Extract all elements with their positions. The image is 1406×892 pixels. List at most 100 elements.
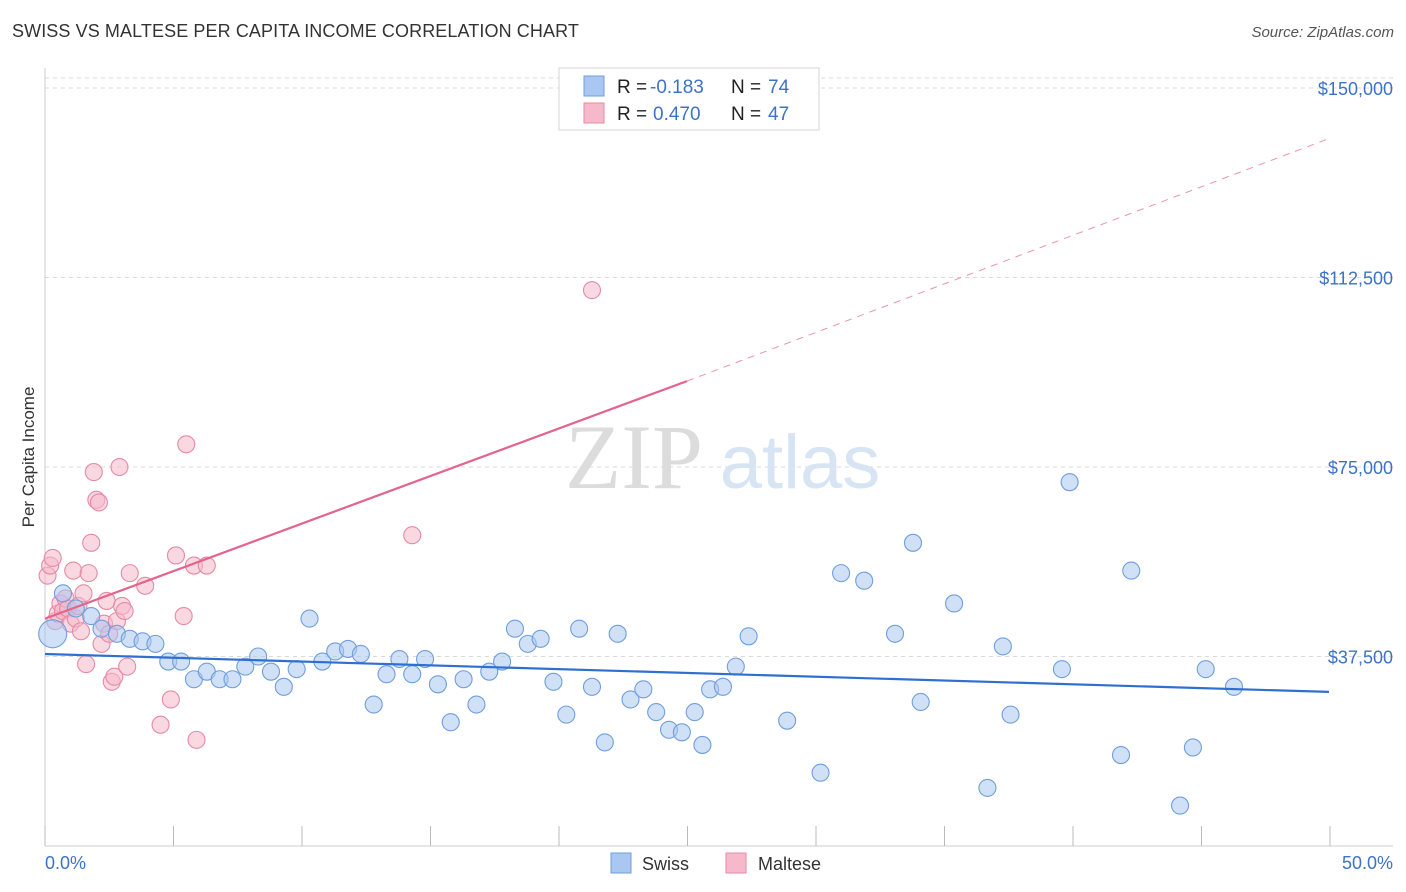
legend-n-label-maltese: N = xyxy=(731,104,761,125)
swiss-point-19 xyxy=(287,660,306,679)
gridlines xyxy=(45,77,1393,658)
maltese-point-20 xyxy=(89,493,108,512)
maltese-point-16 xyxy=(79,564,98,583)
swiss-point-69 xyxy=(1111,745,1131,765)
swiss-point-42 xyxy=(582,677,602,696)
swiss-point-57 xyxy=(811,763,830,782)
swiss-point-0 xyxy=(38,619,68,649)
maltese-point-32 xyxy=(120,564,139,583)
swiss-point-20 xyxy=(300,609,319,628)
swiss-point-56 xyxy=(778,711,797,730)
swiss-point-14 xyxy=(223,670,242,689)
swiss-point-35 xyxy=(493,652,512,671)
legend-bottom-swatch-swiss xyxy=(610,852,632,874)
maltese-point-40 xyxy=(187,730,206,749)
maltese-point-13 xyxy=(71,622,91,641)
swiss-point-54 xyxy=(726,657,745,676)
y-axis-title: Per Capita Income xyxy=(19,387,38,528)
swiss-point-71 xyxy=(1171,796,1190,815)
maltese-point-28 xyxy=(110,457,129,477)
legend-r-label-maltese: R = xyxy=(617,104,647,125)
maltese-point-31 xyxy=(118,657,137,676)
swiss-point-67 xyxy=(1052,660,1071,679)
swiss-point-32 xyxy=(454,670,473,689)
swiss-point-41 xyxy=(570,619,589,638)
swiss-point-8 xyxy=(146,634,165,653)
legend-bottom: Swiss Maltese xyxy=(610,852,821,874)
swiss-point-40 xyxy=(557,705,576,724)
maltese-trendline-dashed xyxy=(686,138,1330,382)
swiss-point-15 xyxy=(236,657,255,676)
swiss-point-3 xyxy=(82,607,101,626)
legend-r-value-swiss: -0.183 xyxy=(650,77,704,98)
swiss-point-59 xyxy=(855,571,874,590)
maltese-point-34 xyxy=(151,715,170,734)
maltese-point-38 xyxy=(177,435,196,454)
maltese-trendline xyxy=(44,380,688,620)
legend-n-value-maltese: 47 xyxy=(768,104,789,125)
swiss-point-17 xyxy=(261,662,281,681)
maltese-point-2 xyxy=(43,548,62,568)
swiss-point-33 xyxy=(467,695,486,714)
swiss-point-70 xyxy=(1122,561,1141,580)
swiss-point-47 xyxy=(647,703,666,722)
maltese-point-14 xyxy=(74,584,93,603)
legend-top: R = -0.183 N = 74 R = 0.470 N = 47 xyxy=(558,67,820,131)
x-tick-label-min: 0.0% xyxy=(45,853,86,873)
swiss-point-28 xyxy=(403,665,422,684)
swiss-point-49 xyxy=(672,723,691,742)
legend-n-label-swiss: N = xyxy=(731,77,761,98)
maltese-point-42 xyxy=(403,526,422,545)
swiss-point-64 xyxy=(978,778,997,797)
swiss-point-45 xyxy=(621,690,640,709)
legend-r-label-swiss: R = xyxy=(617,77,647,98)
x-tick-label-max: 50.0% xyxy=(1342,853,1393,873)
swiss-point-60 xyxy=(885,624,905,643)
maltese-point-36 xyxy=(166,546,186,565)
swiss-point-66 xyxy=(1001,705,1020,724)
legend-swatch-swiss xyxy=(583,75,605,97)
maltese-point-15 xyxy=(77,655,96,674)
y-tick-label-0: $37,500 xyxy=(1328,648,1393,668)
swiss-point-30 xyxy=(428,675,447,694)
swiss-point-74 xyxy=(1224,677,1244,696)
swiss-point-68 xyxy=(1060,473,1079,492)
maltese-point-18 xyxy=(84,463,103,482)
legend-bottom-swatch-maltese xyxy=(725,852,747,874)
chart-title: SWISS VS MALTESE PER CAPITA INCOME CORRE… xyxy=(12,21,579,41)
y-tick-label-2: $112,500 xyxy=(1319,269,1393,289)
swiss-point-4 xyxy=(92,619,111,638)
swiss-point-63 xyxy=(945,594,964,613)
swiss-point-29 xyxy=(416,649,435,669)
swiss-point-58 xyxy=(832,564,851,583)
swiss-points xyxy=(38,473,1244,815)
swiss-point-51 xyxy=(693,735,712,754)
x-ticks xyxy=(44,826,1331,846)
watermark-atlas: atlas xyxy=(720,420,881,505)
swiss-trendline xyxy=(44,652,1330,693)
y-tick-label-1: $75,000 xyxy=(1328,458,1393,478)
maltese-point-37 xyxy=(174,607,193,626)
trendlines xyxy=(44,138,1330,693)
source-label: Source: ZipAtlas.com xyxy=(1251,24,1394,41)
swiss-point-18 xyxy=(274,677,293,696)
swiss-point-10 xyxy=(172,652,191,671)
legend-n-value-swiss: 74 xyxy=(768,77,790,98)
maltese-point-26 xyxy=(105,667,124,686)
maltese-point-30 xyxy=(115,601,134,621)
swiss-point-44 xyxy=(608,624,627,643)
swiss-point-55 xyxy=(739,627,758,646)
swiss-point-53 xyxy=(713,677,733,696)
swiss-point-38 xyxy=(531,629,550,648)
y-tick-labels: $37,500 $75,000 $112,500 $150,000 xyxy=(1318,79,1393,667)
swiss-point-1 xyxy=(53,584,73,603)
maltese-points xyxy=(38,281,602,749)
maltese-point-17 xyxy=(82,533,101,552)
swiss-point-65 xyxy=(993,637,1012,656)
swiss-point-2 xyxy=(66,599,85,618)
swiss-point-36 xyxy=(505,619,524,638)
watermark-zip: ZIP xyxy=(565,406,703,508)
maltese-point-43 xyxy=(582,281,602,300)
maltese-point-35 xyxy=(161,690,180,709)
